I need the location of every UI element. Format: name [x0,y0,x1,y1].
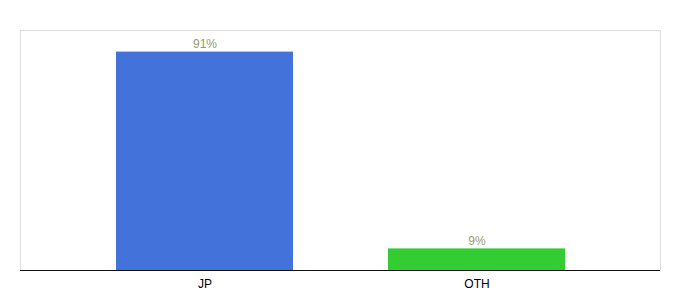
svg-text:OTH: OTH [464,277,489,291]
svg-text:91%: 91% [193,37,217,51]
svg-text:9%: 9% [468,234,486,248]
svg-text:JP: JP [198,277,212,291]
